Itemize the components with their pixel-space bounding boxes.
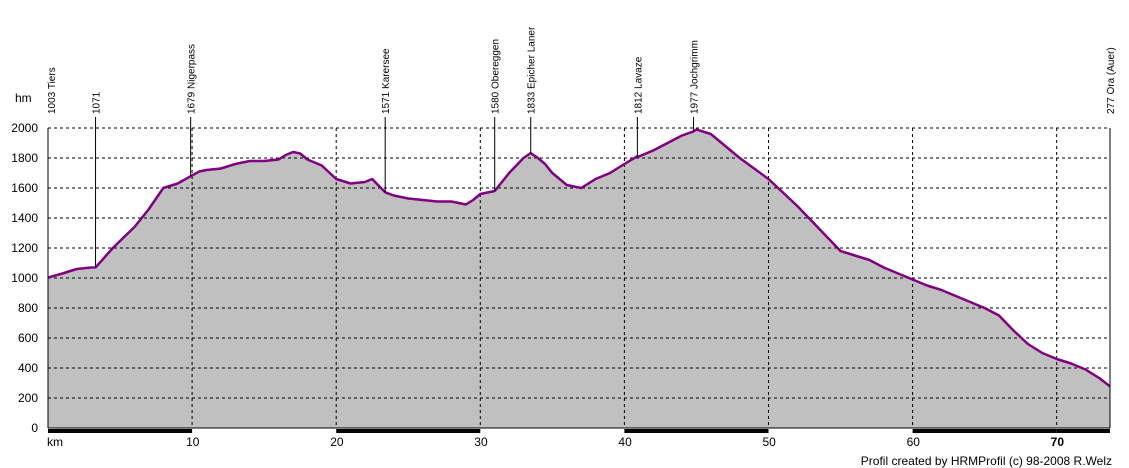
y-tick-label: 1400	[11, 211, 38, 225]
x-axis-bar-segment	[1056, 429, 1110, 433]
x-axis-label: km	[47, 435, 63, 449]
x-axis-bar-segment	[624, 429, 769, 433]
waypoint-label: 277 Ora (Auer)	[1106, 47, 1117, 114]
y-tick-label: 1800	[11, 151, 38, 165]
y-tick-label: 1600	[11, 181, 38, 195]
waypoint-label: 1571 Karersee	[381, 48, 392, 114]
elevation-area	[48, 129, 1110, 428]
elevation-area-layer	[48, 129, 1110, 428]
x-tick-label: 60	[907, 435, 921, 449]
x-axis-bar-segment	[48, 429, 193, 433]
x-tick-label: 70	[1051, 435, 1065, 449]
y-tick-label: 1200	[11, 241, 38, 255]
y-tick-label: 200	[18, 391, 38, 405]
credit-text: Profil created by HRMProfil (c) 98-2008 …	[860, 454, 1112, 468]
waypoint-label: 1812 Lavaze	[633, 56, 644, 114]
x-tick-label: 30	[474, 435, 488, 449]
waypoint-label: 1833 Epicher Laner	[527, 26, 538, 114]
waypoint-label: 1580 Obereggen	[491, 39, 502, 114]
waypoint-label: 1679 Nigerpass	[187, 44, 198, 114]
y-tick-label: 600	[18, 331, 38, 345]
x-axis-bar-segment	[336, 429, 481, 433]
x-tick-label: 50	[762, 435, 776, 449]
y-tick-label: 800	[18, 301, 38, 315]
waypoint-label: 1071	[92, 91, 103, 114]
elevation-line-layer	[47, 128, 1111, 388]
x-axis-bar-segment	[912, 429, 1057, 433]
x-tick-label: 20	[330, 435, 344, 449]
y-tick-label: 400	[18, 361, 38, 375]
y-tick-label: 0	[31, 421, 38, 435]
elevation-line	[47, 128, 1111, 388]
y-tick-label: 2000	[11, 121, 38, 135]
x-tick-label: 40	[618, 435, 632, 449]
axes-layer: 0 200 400 600 800 1000 1200 1400 1600 1800 2000 10 2…	[11, 121, 1111, 449]
waypoint-label: 1977 Jochgrimm	[690, 40, 701, 114]
waypoint-label: 1003 Tiers	[47, 67, 58, 114]
grid-layer	[48, 127, 1110, 428]
y-tick-label: 1000	[11, 271, 38, 285]
waypoint-layer: 1003 Tiers 1071 1679 Nigerpass 1571 Karerse…	[47, 26, 1117, 268]
x-tick-label: 10	[186, 435, 200, 449]
y-axis-label: hm	[15, 91, 32, 105]
